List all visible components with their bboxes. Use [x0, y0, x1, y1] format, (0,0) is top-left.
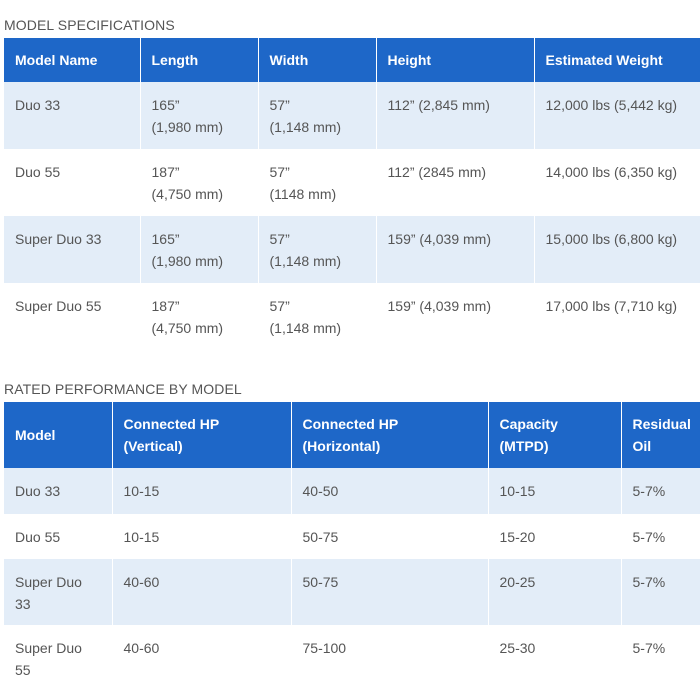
table-row: Duo 55 187”(4,750 mm) 57”(1148 mm) 112” … — [4, 149, 700, 216]
width-inches: 57” — [270, 161, 365, 183]
cell-capacity: 10-15 — [488, 468, 621, 514]
model-line1: Super Duo — [15, 637, 101, 659]
header-line2: (Horizontal) — [303, 435, 477, 457]
cell-length: 187”(4,750 mm) — [140, 149, 258, 216]
cell-hp-vertical: 40-60 — [112, 625, 291, 691]
cell-hp-horizontal: 75-100 — [291, 625, 488, 691]
header-line1: Connected HP — [303, 413, 477, 435]
width-inches: 57” — [270, 94, 365, 116]
width-inches: 57” — [270, 295, 365, 317]
width-mm: (1148 mm) — [270, 183, 365, 205]
cell-width: 57”(1,148 mm) — [258, 216, 376, 283]
model-specifications-title: MODEL SPECIFICATIONS — [4, 17, 175, 33]
length-inches: 165” — [152, 228, 247, 250]
cell-model: Super Duo 55 — [4, 283, 140, 350]
header-height: Height — [376, 38, 534, 82]
table-row: Duo 55 10-15 50-75 15-20 5-7% — [4, 514, 700, 559]
width-mm: (1,148 mm) — [270, 116, 365, 138]
length-mm: (1,980 mm) — [152, 250, 247, 272]
header-length: Length — [140, 38, 258, 82]
model-line1: Duo 55 — [15, 526, 101, 548]
header-model: Model — [4, 402, 112, 468]
model-line1: Duo 33 — [15, 480, 101, 502]
cell-capacity: 15-20 — [488, 514, 621, 559]
cell-length: 187”(4,750 mm) — [140, 283, 258, 350]
cell-model: Duo 33 — [4, 82, 140, 149]
width-mm: (1,148 mm) — [270, 250, 365, 272]
model-specifications-table: Model Name Length Width Height Estimated… — [4, 38, 700, 350]
width-mm: (1,148 mm) — [270, 317, 365, 339]
cell-weight: 14,000 lbs (6,350 kg) — [534, 149, 700, 216]
cell-model: Super Duo 33 — [4, 216, 140, 283]
cell-width: 57”(1148 mm) — [258, 149, 376, 216]
cell-residual-oil: 5-7% — [621, 514, 700, 559]
model-line1: Super Duo — [15, 571, 101, 593]
cell-hp-horizontal: 40-50 — [291, 468, 488, 514]
cell-length: 165”(1,980 mm) — [140, 216, 258, 283]
cell-residual-oil: 5-7% — [621, 625, 700, 691]
cell-length: 165”(1,980 mm) — [140, 82, 258, 149]
cell-weight: 17,000 lbs (7,710 kg) — [534, 283, 700, 350]
cell-hp-vertical: 40-60 — [112, 559, 291, 625]
table-row: Super Duo 55 187”(4,750 mm) 57”(1,148 mm… — [4, 283, 700, 350]
cell-hp-horizontal: 50-75 — [291, 514, 488, 559]
cell-height: 112” (2845 mm) — [376, 149, 534, 216]
cell-weight: 15,000 lbs (6,800 kg) — [534, 216, 700, 283]
header-line1: Capacity — [500, 413, 610, 435]
length-mm: (4,750 mm) — [152, 317, 247, 339]
table-row: Super Duo 33 165”(1,980 mm) 57”(1,148 mm… — [4, 216, 700, 283]
header-connected-hp-vertical: Connected HP(Vertical) — [112, 402, 291, 468]
rated-performance-table: Model Connected HP(Vertical) Connected H… — [4, 402, 700, 691]
cell-hp-vertical: 10-15 — [112, 514, 291, 559]
header-line1: Connected HP — [124, 413, 280, 435]
header-width: Width — [258, 38, 376, 82]
cell-width: 57”(1,148 mm) — [258, 283, 376, 350]
header-line2: (MTPD) — [500, 435, 610, 457]
cell-height: 159” (4,039 mm) — [376, 283, 534, 350]
header-model-line1: Model — [15, 424, 101, 446]
length-mm: (4,750 mm) — [152, 183, 247, 205]
header-estimated-weight: Estimated Weight — [534, 38, 700, 82]
model-line2: 33 — [15, 593, 101, 615]
cell-model: Duo 55 — [4, 149, 140, 216]
cell-weight: 12,000 lbs (5,442 kg) — [534, 82, 700, 149]
cell-hp-vertical: 10-15 — [112, 468, 291, 514]
header-line2: Oil — [633, 435, 700, 457]
cell-residual-oil: 5-7% — [621, 468, 700, 514]
cell-capacity: 25-30 — [488, 625, 621, 691]
cell-height: 112” (2,845 mm) — [376, 82, 534, 149]
cell-model: Duo 33 — [4, 468, 112, 514]
header-connected-hp-horizontal: Connected HP(Horizontal) — [291, 402, 488, 468]
length-inches: 165” — [152, 94, 247, 116]
cell-width: 57”(1,148 mm) — [258, 82, 376, 149]
rated-performance-title: RATED PERFORMANCE BY MODEL — [4, 381, 242, 397]
header-line1: Residual — [633, 413, 700, 435]
table-row: Duo 33 165”(1,980 mm) 57”(1,148 mm) 112”… — [4, 82, 700, 149]
model-line2: 55 — [15, 659, 101, 681]
header-line2: (Vertical) — [124, 435, 280, 457]
cell-residual-oil: 5-7% — [621, 559, 700, 625]
length-inches: 187” — [152, 295, 247, 317]
table-header-row: Model Connected HP(Vertical) Connected H… — [4, 402, 700, 468]
length-inches: 187” — [152, 161, 247, 183]
length-mm: (1,980 mm) — [152, 116, 247, 138]
table-header-row: Model Name Length Width Height Estimated… — [4, 38, 700, 82]
width-inches: 57” — [270, 228, 365, 250]
cell-capacity: 20-25 — [488, 559, 621, 625]
table-row: Duo 33 10-15 40-50 10-15 5-7% — [4, 468, 700, 514]
cell-hp-horizontal: 50-75 — [291, 559, 488, 625]
cell-model: Duo 55 — [4, 514, 112, 559]
cell-height: 159” (4,039 mm) — [376, 216, 534, 283]
header-model-name: Model Name — [4, 38, 140, 82]
header-capacity: Capacity(MTPD) — [488, 402, 621, 468]
